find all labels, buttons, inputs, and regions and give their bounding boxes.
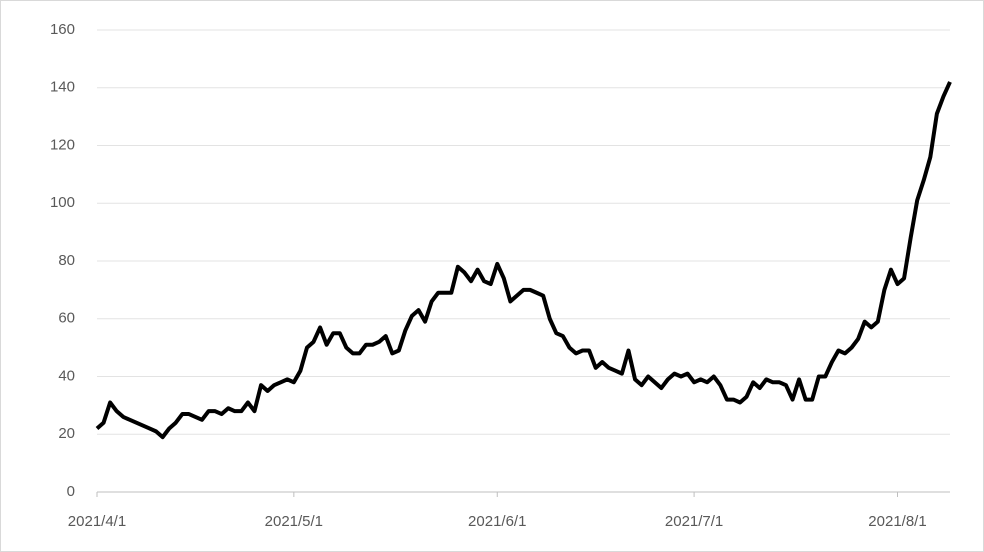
x-tick-label: 2021/6/1 bbox=[468, 513, 526, 530]
y-tick-label: 80 bbox=[58, 252, 75, 269]
y-tick-label: 40 bbox=[58, 367, 75, 384]
x-tick-label: 2021/5/1 bbox=[265, 513, 323, 530]
y-tick-label: 120 bbox=[50, 136, 75, 153]
x-tick-label: 2021/7/1 bbox=[665, 513, 723, 530]
y-tick-label: 140 bbox=[50, 79, 75, 96]
x-tick-label: 2021/4/1 bbox=[68, 513, 126, 530]
y-tick-label: 100 bbox=[50, 194, 75, 211]
x-tick-label: 2021/8/1 bbox=[868, 513, 926, 530]
y-tick-label: 0 bbox=[67, 483, 75, 500]
y-tick-label: 20 bbox=[58, 425, 75, 442]
y-tick-label: 60 bbox=[58, 310, 75, 327]
data-line bbox=[95, 81, 952, 440]
y-tick-label: 160 bbox=[50, 21, 75, 38]
